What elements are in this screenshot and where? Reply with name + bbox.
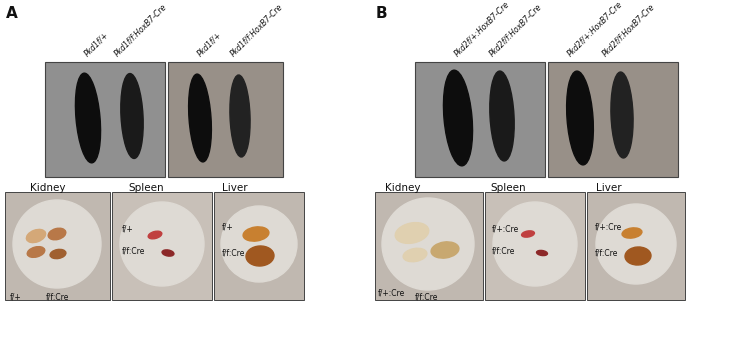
Ellipse shape [121, 74, 144, 159]
Circle shape [221, 206, 297, 282]
Circle shape [493, 202, 577, 286]
Bar [45, 62, 165, 177]
Ellipse shape [490, 71, 514, 161]
Text: Spleen: Spleen [128, 183, 164, 193]
Text: Kidney: Kidney [30, 183, 66, 193]
Ellipse shape [443, 70, 473, 166]
Bar [375, 192, 483, 300]
Bar [5, 192, 110, 300]
Ellipse shape [622, 228, 642, 238]
Text: f/+: f/+ [222, 223, 234, 232]
Text: f/f:Cre: f/f:Cre [595, 248, 619, 257]
Text: f/f:Cre: f/f:Cre [415, 292, 438, 301]
Bar [485, 192, 585, 300]
Ellipse shape [48, 228, 66, 240]
Ellipse shape [246, 246, 274, 266]
Text: Pkd2f/+:HoxB7-Cre: Pkd2f/+:HoxB7-Cre [452, 0, 511, 58]
Ellipse shape [75, 73, 101, 163]
Text: Pkd2f/f:HoxB7-Cre: Pkd2f/f:HoxB7-Cre [600, 2, 656, 58]
Circle shape [382, 198, 474, 290]
Text: Pkd2f/+:HoxB7-Cre: Pkd2f/+:HoxB7-Cre [565, 0, 624, 58]
Text: f/+: f/+ [122, 225, 134, 234]
Text: Pkd2f/f:HoxB7-Cre: Pkd2f/f:HoxB7-Cre [487, 2, 543, 58]
Bar [168, 62, 283, 177]
Ellipse shape [50, 249, 66, 259]
Ellipse shape [243, 227, 269, 241]
Ellipse shape [162, 250, 174, 256]
Bar [112, 192, 212, 300]
Text: Pkd1f/+: Pkd1f/+ [82, 30, 110, 58]
Bar [548, 62, 678, 177]
Bar [415, 62, 545, 177]
Text: Kidney: Kidney [385, 183, 420, 193]
Text: Pkd1f/f:HoxB7-Cre: Pkd1f/f:HoxB7-Cre [112, 2, 168, 58]
Ellipse shape [522, 231, 534, 237]
Text: B: B [376, 6, 388, 21]
Ellipse shape [148, 231, 162, 239]
Ellipse shape [431, 242, 459, 258]
Circle shape [13, 200, 101, 288]
Bar [214, 192, 304, 300]
Ellipse shape [403, 248, 427, 262]
Bar [587, 192, 685, 300]
Text: f/+:Cre: f/+:Cre [595, 223, 622, 232]
Text: f/+:Cre: f/+:Cre [378, 288, 406, 297]
Text: f/f:Cre: f/f:Cre [492, 246, 515, 255]
Text: f/+:Cre: f/+:Cre [492, 225, 519, 234]
Ellipse shape [567, 71, 593, 165]
Text: Liver: Liver [222, 183, 248, 193]
Text: A: A [6, 6, 18, 21]
Text: Spleen: Spleen [490, 183, 525, 193]
Text: f/f:Cre: f/f:Cre [46, 292, 70, 301]
Ellipse shape [27, 247, 45, 257]
Ellipse shape [536, 250, 548, 256]
Text: f/f:Cre: f/f:Cre [122, 246, 145, 255]
Ellipse shape [625, 247, 651, 265]
Text: f/f:Cre: f/f:Cre [222, 248, 246, 257]
Ellipse shape [611, 72, 633, 158]
Circle shape [120, 202, 204, 286]
Text: Pkd1f/f:HoxB7-Cre: Pkd1f/f:HoxB7-Cre [228, 2, 284, 58]
Ellipse shape [230, 75, 250, 157]
Text: Liver: Liver [596, 183, 622, 193]
Ellipse shape [27, 229, 46, 242]
Ellipse shape [395, 223, 428, 244]
Ellipse shape [189, 74, 212, 162]
Text: Pkd1f/+: Pkd1f/+ [195, 30, 223, 58]
Circle shape [596, 204, 676, 284]
Text: f/+: f/+ [10, 292, 21, 301]
